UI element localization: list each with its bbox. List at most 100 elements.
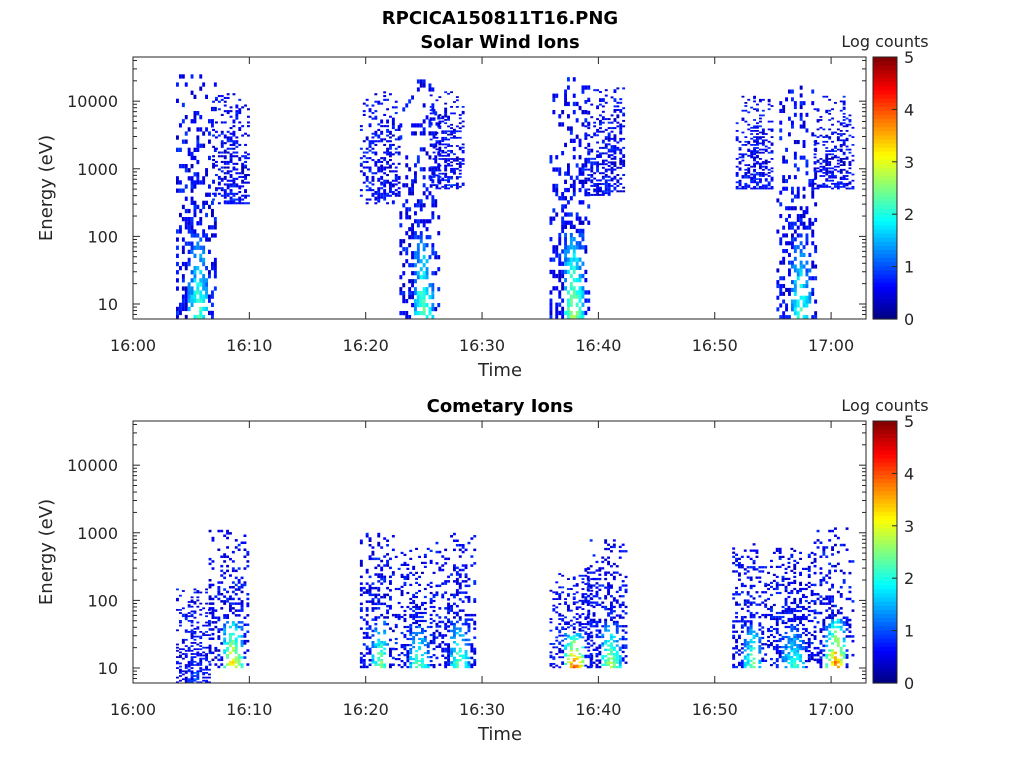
- heatmap-cell: [558, 596, 562, 599]
- heatmap-cell: [374, 643, 378, 646]
- heatmap-cell: [409, 662, 413, 665]
- heatmap-cell: [422, 311, 426, 316]
- heatmap-cell: [732, 597, 736, 600]
- heatmap-cell: [389, 566, 392, 570]
- heatmap-cell: [190, 241, 194, 246]
- heatmap-cell: [564, 628, 567, 630]
- heatmap-cell: [785, 206, 788, 211]
- heatmap-cell: [205, 591, 208, 594]
- heatmap-cell: [208, 274, 211, 279]
- heatmap-cell: [587, 168, 591, 171]
- heatmap-cell: [575, 664, 579, 667]
- heatmap-cell: [431, 247, 435, 252]
- heatmap-cell: [610, 610, 613, 613]
- heatmap-cell: [202, 249, 206, 254]
- heatmap-cell: [549, 290, 553, 295]
- heatmap-cell: [220, 569, 224, 573]
- heatmap-cell: [816, 170, 820, 173]
- heatmap-cell: [785, 249, 788, 254]
- heatmap-cell: [196, 648, 200, 651]
- heatmap-cell: [787, 662, 791, 665]
- heatmap-cell: [377, 160, 381, 163]
- heatmap-cell: [799, 155, 803, 160]
- heatmap-cell: [371, 600, 375, 603]
- heatmap-cell: [764, 150, 768, 152]
- heatmap-cell: [383, 194, 387, 197]
- heatmap-cell: [831, 133, 834, 135]
- heatmap-cell: [601, 121, 605, 124]
- heatmap-cell: [839, 176, 843, 179]
- heatmap-cell: [581, 626, 585, 629]
- heatmap-cell: [767, 607, 770, 611]
- heatmap-cell: [732, 653, 736, 656]
- heatmap-cell: [403, 583, 407, 586]
- heatmap-cell: [575, 601, 579, 604]
- heatmap-cell: [196, 314, 200, 320]
- heatmap-cell: [761, 591, 765, 594]
- heatmap-cell: [371, 189, 375, 192]
- heatmap-cell: [596, 118, 599, 121]
- heatmap-cell: [621, 646, 625, 649]
- heatmap-cell: [572, 603, 576, 605]
- heatmap-cell: [764, 582, 768, 586]
- heatmap-cell: [422, 291, 426, 296]
- heatmap-cell: [793, 619, 797, 623]
- heatmap-cell: [215, 98, 218, 101]
- heatmap-cell: [775, 583, 779, 586]
- heatmap-cell: [215, 164, 218, 167]
- heatmap-cell: [217, 177, 221, 180]
- heatmap-cell: [374, 566, 378, 570]
- heatmap-cell: [181, 670, 185, 673]
- heatmap-cell: [187, 241, 191, 246]
- heatmap-cell: [621, 625, 625, 628]
- heatmap-cell: [184, 196, 188, 201]
- heatmap-cell: [607, 192, 611, 195]
- heatmap-cell: [444, 164, 448, 167]
- heatmap-cell: [184, 225, 188, 230]
- heatmap-cell: [405, 299, 409, 304]
- heatmap-cell: [447, 654, 450, 657]
- heatmap-cell: [567, 588, 570, 590]
- heatmap-cell: [184, 618, 188, 621]
- heatmap-cell: [235, 140, 239, 143]
- heatmap-cell: [400, 652, 404, 655]
- heatmap-cell: [564, 179, 567, 184]
- heatmap-cell: [403, 561, 407, 564]
- heatmap-cell: [429, 119, 433, 121]
- heatmap-cell: [749, 566, 753, 569]
- heatmap-cell: [450, 130, 453, 133]
- heatmap-cell: [598, 644, 602, 647]
- heatmap-cell: [596, 141, 599, 144]
- heatmap-cell: [450, 650, 453, 653]
- heatmap-cell: [190, 596, 194, 599]
- heatmap-cell: [805, 299, 809, 304]
- heatmap-cell: [781, 660, 785, 663]
- heatmap-cell: [394, 147, 398, 150]
- heatmap-cell: [455, 125, 459, 128]
- heatmap-cell: [587, 174, 591, 176]
- heatmap-cell: [616, 146, 620, 149]
- heatmap-cell: [828, 179, 832, 182]
- heatmap-cell: [744, 153, 748, 156]
- heatmap-cell: [231, 646, 235, 650]
- heatmap-cell: [461, 112, 465, 115]
- heatmap-cell: [618, 638, 622, 641]
- heatmap-cell: [778, 617, 782, 621]
- heatmap-cell: [450, 593, 453, 597]
- heatmap-cell: [368, 650, 372, 653]
- heatmap-cell: [414, 307, 417, 312]
- heatmap-cell: [753, 95, 756, 98]
- heatmap-cell: [743, 624, 747, 627]
- heatmap-cell: [412, 601, 416, 605]
- heatmap-cell: [759, 172, 762, 174]
- heatmap-cell: [438, 154, 442, 157]
- heatmap-cell: [604, 152, 608, 155]
- heatmap-cell: [176, 660, 179, 663]
- heatmap-cell: [226, 93, 230, 96]
- heatmap-cell: [371, 593, 375, 597]
- heatmap-cell: [450, 112, 453, 115]
- heatmap-cell: [599, 193, 602, 196]
- heatmap-cell: [825, 178, 829, 180]
- heatmap-cell: [831, 173, 834, 176]
- heatmap-cell: [593, 163, 597, 166]
